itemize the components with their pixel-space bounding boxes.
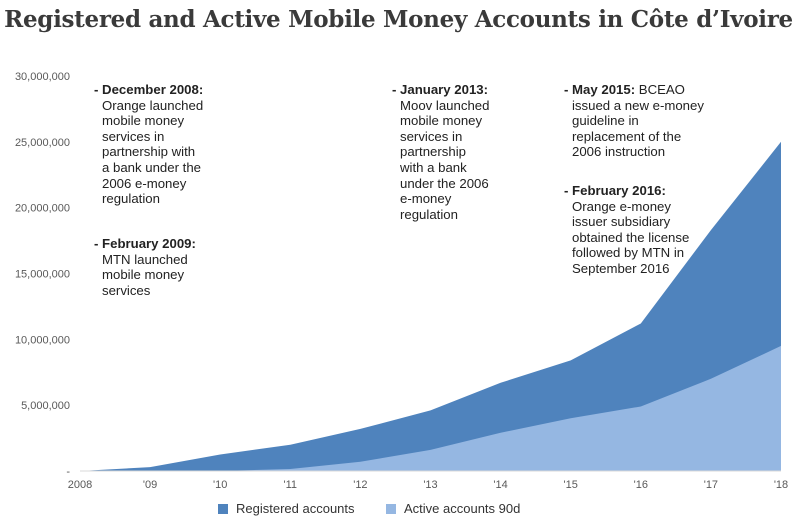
y-tick-label: 30,000,000	[15, 71, 70, 83]
x-tick-label: '10	[213, 479, 227, 491]
annotation-date: - February 2016:	[564, 183, 666, 198]
y-tick-label: 20,000,000	[15, 203, 70, 215]
annotation-line: guideline in	[572, 113, 639, 129]
x-tick-label: '09	[143, 479, 157, 491]
annotation-text: BCEAO	[635, 82, 685, 97]
annotation-february-2016: - February 2016: Orange e-money issuer sub…	[564, 183, 689, 277]
x-tick-label: '11	[284, 479, 298, 491]
annotation-line: - February 2009:	[94, 236, 196, 252]
annotation-line: services in	[102, 128, 165, 144]
annotation-date: - February 2009:	[94, 236, 196, 251]
annotation-line: services	[102, 282, 151, 298]
annotation-line: - May 2015: BCEAO	[564, 82, 704, 98]
annotation-may-2015: - May 2015: BCEAO issued a new e-money gui…	[564, 82, 704, 160]
annotation-line: with a bank	[400, 159, 467, 175]
x-tick-label: '12	[353, 479, 367, 491]
annotation-line: Orange e-money	[572, 198, 671, 214]
x-tick-label: '17	[704, 479, 718, 491]
x-tick-label: '14	[493, 479, 507, 491]
annotation-january-2013: - January 2013: Moov launched mobile money…	[392, 82, 489, 222]
legend-item-active: Active accounts 90d	[386, 501, 520, 516]
y-tick-label: 5,000,000	[21, 400, 70, 412]
annotation-line: Orange launched	[102, 97, 204, 113]
legend-label-registered: Registered accounts	[236, 501, 355, 516]
annotation-line: regulation	[102, 191, 160, 207]
area-series-active	[80, 345, 781, 471]
x-axis-ticks: 2008 '09 '10 '11 '12 '13 '14 '15 '16 '17 '18	[68, 479, 788, 491]
x-tick-label: '13	[423, 479, 437, 491]
area-series-registered	[80, 141, 781, 472]
annotation-line: - December 2008:	[94, 82, 203, 98]
plot-area	[80, 141, 781, 472]
annotation-line: issued a new e-money	[572, 97, 704, 113]
annotation-december-2008: - December 2008: Orange launched mobile mo…	[94, 82, 203, 207]
legend-item-registered: Registered accounts	[218, 501, 355, 516]
x-tick-label: '15	[564, 479, 578, 491]
annotation-date: - January 2013:	[392, 82, 489, 97]
annotation-date: - May 2015:	[564, 82, 636, 97]
annotation-line: 2006 instruction	[572, 144, 666, 160]
y-tick-label: 15,000,000	[15, 269, 70, 281]
annotation-line: mobile money	[102, 267, 185, 283]
annotation-line: MTN launched	[102, 251, 188, 267]
annotation-line: 2006 e-money	[102, 175, 187, 191]
x-tick-label: '16	[634, 479, 648, 491]
y-tick-label: -	[66, 466, 70, 478]
y-axis-ticks: - 5,000,000 10,000,000 15,000,000 20,000,000…	[15, 71, 70, 478]
annotation-line: partnership	[400, 144, 466, 160]
annotation-february-2009: - February 2009: MTN launched mobile money…	[94, 236, 196, 298]
annotation-line: replacement of the	[572, 128, 682, 144]
y-tick-label: 10,000,000	[15, 334, 70, 346]
legend-swatch-registered	[218, 503, 228, 514]
annotation-line: partnership with	[102, 144, 196, 160]
annotation-line: mobile money	[400, 113, 483, 129]
annotation-line: - February 2016:	[564, 183, 689, 199]
annotation-line: followed by MTN in	[572, 245, 685, 261]
annotation-line: services in	[400, 128, 463, 144]
annotation-line: e-money	[400, 191, 452, 207]
annotation-line: September 2016	[572, 260, 670, 276]
annotation-line: obtained the license	[572, 229, 690, 245]
annotation-date: - December 2008:	[94, 82, 204, 97]
annotation-line: - January 2013:	[392, 82, 489, 98]
annotation-line: regulation	[400, 206, 458, 222]
annotation-line: a bank under the	[102, 159, 201, 175]
annotation-line: mobile money	[102, 113, 185, 129]
annotation-line: issuer subsidiary	[572, 214, 671, 230]
legend-swatch-active	[386, 503, 396, 514]
x-tick-label: 2008	[68, 479, 92, 491]
x-tick-label: '18	[774, 479, 788, 491]
annotation-line: Moov launched	[400, 97, 490, 113]
chart-title: Registered and Active Mobile Money Accou…	[4, 6, 793, 33]
annotation-line: under the 2006	[400, 175, 489, 191]
legend-label-active: Active accounts 90d	[404, 501, 521, 516]
y-tick-label: 25,000,000	[15, 137, 70, 149]
